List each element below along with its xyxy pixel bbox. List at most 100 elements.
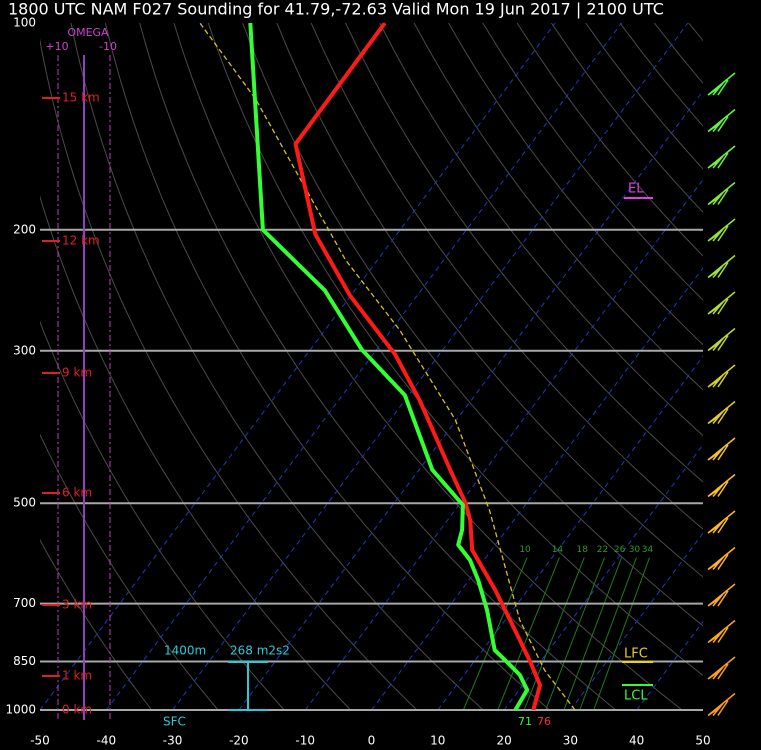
profiles [199, 23, 576, 710]
el-label: EL [628, 182, 644, 197]
wind-barb [707, 473, 736, 498]
wind-barb [707, 400, 736, 425]
wind-barb [707, 145, 736, 169]
sfc-label: SFC [163, 715, 186, 729]
dry-adiabat [482, 23, 703, 301]
mixing-ratio-label: 22 [597, 545, 608, 555]
isotherm [105, 23, 622, 710]
y-tick-label: 850 [13, 654, 36, 668]
x-tick-label: -40 [96, 734, 116, 748]
height-label: 6 km [62, 486, 92, 500]
omega-right: -10 [99, 40, 117, 53]
dry-adiabat [310, 23, 703, 530]
x-tick-label: -10 [295, 734, 315, 748]
wind-barb [707, 254, 736, 279]
x-tick-label: 20 [496, 734, 511, 748]
mixing-ratio-label: 26 [614, 545, 626, 555]
x-tick-label: -50 [30, 734, 50, 748]
y-tick-label: 1000 [5, 703, 36, 717]
dry-adiabat [40, 320, 285, 710]
isotherm [40, 23, 556, 710]
mixing-ratio-label: 14 [552, 545, 564, 555]
mixing-ratio-line [563, 557, 623, 710]
wind-barb [707, 546, 736, 571]
wind-barb [707, 218, 736, 242]
dry-adiabat [40, 195, 351, 710]
isotherm [304, 178, 703, 710]
x-tick-label: 30 [563, 734, 578, 748]
dry-adiabat [723, 23, 761, 710]
wind-barb [707, 692, 736, 717]
omega-label: OMEGA [67, 26, 109, 39]
wind-barb [707, 291, 736, 315]
wind-barb [707, 437, 736, 461]
x-tick-label: 50 [695, 734, 710, 748]
dry-adiabat [516, 23, 703, 257]
dry-adiabat [448, 23, 703, 346]
y-tick-label: 200 [13, 222, 36, 236]
mixing-ratio-line [579, 557, 637, 710]
sfc-temp: 76 [537, 715, 551, 728]
dry-adiabat [413, 23, 703, 391]
dry-adiabat [242, 23, 703, 627]
x-tick-label: 40 [629, 734, 644, 748]
mixing-ratio-label: 10 [519, 545, 531, 555]
isotherm [172, 23, 689, 710]
y-tick-label: 700 [13, 596, 36, 610]
dry-adiabat [379, 23, 703, 437]
mixing-ratio-line [462, 557, 528, 710]
x-tick-label: -30 [163, 734, 183, 748]
y-tick-label: 100 [13, 16, 36, 30]
height-label: 9 km [62, 366, 92, 380]
wind-barb [707, 108, 736, 133]
dry-adiabat [276, 23, 703, 578]
dry-adiabat [585, 23, 703, 170]
mixing-ratio-label: 18 [577, 545, 589, 555]
isotherm [636, 620, 703, 710]
height-label: 15 km [62, 91, 100, 105]
profile-line [248, 23, 530, 710]
height-label: 0 km [62, 703, 92, 717]
dry-adiabat [345, 23, 703, 483]
background-grid [40, 23, 761, 710]
dry-adiabat [654, 23, 703, 84]
height-label: 3 km [62, 598, 92, 612]
y-tick-label: 300 [13, 343, 36, 357]
x-tick-label: 0 [368, 734, 376, 748]
wind-barb [707, 510, 736, 534]
chart-title: 1800 UTC NAM F027 Sounding for 41.79,-72… [8, 0, 664, 19]
wind-barb [707, 72, 736, 96]
mixing-ratio-line [523, 557, 585, 710]
x-tick-label: 10 [430, 734, 445, 748]
parcel-line [199, 23, 576, 710]
height-label: 1 km [62, 669, 92, 683]
dry-adiabat [619, 23, 703, 127]
mixing-ratio-label: 34 [642, 545, 654, 555]
wind-barb [707, 656, 736, 680]
lfc-label: LFC [624, 647, 648, 662]
wind-barb [707, 181, 736, 206]
mixing-ratio-line [593, 557, 650, 710]
wind-barb [707, 583, 736, 607]
lcl-height: 1400m [164, 644, 206, 658]
x-tick-label: -20 [229, 734, 249, 748]
wind-barb [707, 327, 736, 352]
wind-barb [707, 364, 736, 388]
mixing-ratio-label: 30 [629, 545, 641, 555]
dry-adiabat [40, 38, 418, 710]
dry-adiabat [688, 23, 703, 42]
isotherm [238, 90, 703, 710]
profile-line [293, 23, 542, 710]
dry-adiabat [70, 23, 484, 710]
omega-left: +10 [45, 40, 68, 53]
y-tick-label: 500 [13, 496, 36, 510]
sfc-dewpoint: 71 [518, 715, 532, 728]
helicity: 268 m2s2 [230, 644, 290, 658]
dry-adiabat [104, 23, 550, 710]
lcl-label: LCL [624, 689, 648, 704]
mixing-ratio-line [497, 557, 560, 710]
height-label: 12 km [62, 234, 100, 248]
